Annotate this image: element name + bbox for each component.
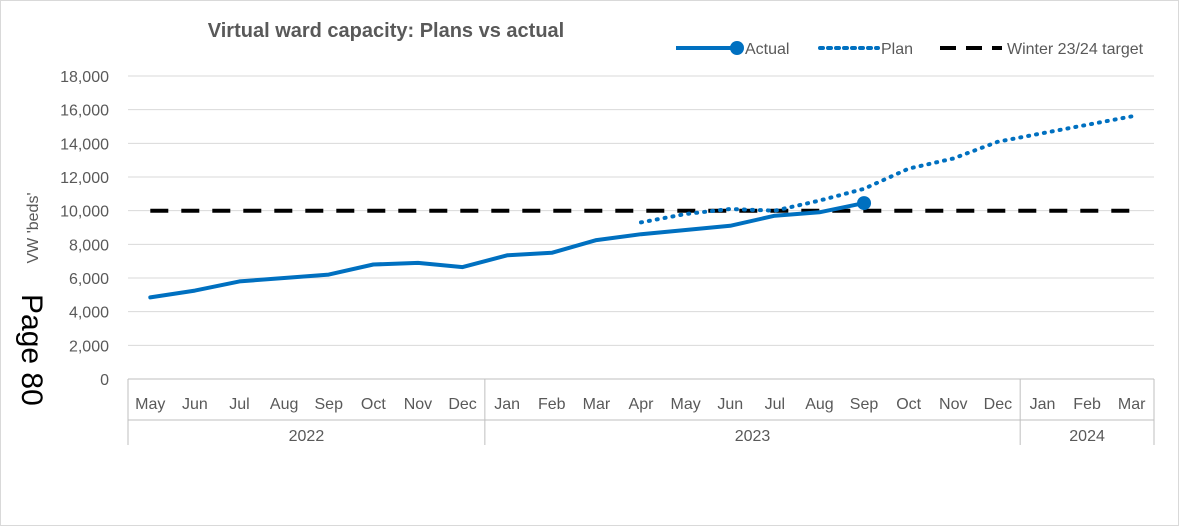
x-tick-label: Jul <box>229 396 249 413</box>
y-tick-label: 16,000 <box>60 103 109 120</box>
x-tick-label: Feb <box>1073 396 1101 413</box>
page-number-label: Page 80 <box>15 294 48 406</box>
legend-actual-marker <box>730 41 744 55</box>
x-tick-label: May <box>135 396 165 413</box>
x-axis: May Jun Jul Aug Sep Oct Nov Dec Jan Feb Mar Apr May J… <box>127 378 1155 445</box>
y-tick-label: 4,000 <box>69 305 109 322</box>
x-tick-label: Feb <box>538 396 566 413</box>
x-tick-label: Sep <box>315 396 344 413</box>
x-tick-label: Nov <box>939 396 967 413</box>
x-tick-label: Jun <box>717 396 743 413</box>
y-tick-label: 10,000 <box>60 204 109 221</box>
legend-label-target: Winter 23/24 target <box>1007 41 1144 58</box>
x-tick-label: Oct <box>896 396 921 413</box>
x-tick-label: Nov <box>404 396 432 413</box>
gridlines <box>128 75 1154 346</box>
legend-item-target: Winter 23/24 target <box>940 41 1144 58</box>
series-line-plan <box>639 114 1134 225</box>
x-tick-label: Jan <box>494 396 520 413</box>
x-tick-label: May <box>670 396 700 413</box>
actual-end-marker <box>857 196 872 211</box>
x-tick-label: Aug <box>805 396 833 413</box>
x-tick-label: Oct <box>361 396 386 413</box>
y-tick-label: 8,000 <box>69 237 109 254</box>
legend-item-actual: Actual <box>676 41 789 58</box>
x-tick-label: Apr <box>629 396 655 413</box>
y-tick-label: 12,000 <box>60 170 109 187</box>
x-group-label: 2023 <box>735 428 771 445</box>
y-tick-label: 2,000 <box>69 338 109 355</box>
y-tick-label: 0 <box>100 372 109 389</box>
series-layer <box>148 114 1134 300</box>
x-tick-label: Mar <box>1118 396 1146 413</box>
x-tick-label: Jan <box>1030 396 1056 413</box>
x-tick-label: Mar <box>583 396 611 413</box>
legend-item-plan: Plan <box>818 41 913 58</box>
series-line-actual <box>148 201 866 300</box>
x-tick-label: Jun <box>182 396 208 413</box>
y-tick-label: 14,000 <box>60 136 109 153</box>
x-tick-label: Aug <box>270 396 298 413</box>
y-tick-label: 18,000 <box>60 69 109 86</box>
x-tick-label: Sep <box>850 396 879 413</box>
x-tick-label: Dec <box>448 396 476 413</box>
chart-title: Virtual ward capacity: Plans vs actual <box>208 20 564 42</box>
legend: Actual Plan Winter 23/24 target <box>676 41 1144 58</box>
y-axis-tick-labels: 0 2,000 4,000 6,000 8,000 10,000 12,000 14,000 1… <box>60 69 109 389</box>
x-group-label: 2024 <box>1069 428 1105 445</box>
legend-label-plan: Plan <box>881 41 913 58</box>
x-tick-label: Dec <box>984 396 1012 413</box>
x-group-label: 2022 <box>289 428 325 445</box>
legend-label-actual: Actual <box>745 41 789 58</box>
y-tick-label: 6,000 <box>69 271 109 288</box>
x-tick-label: Jul <box>765 396 785 413</box>
y-axis-label: VW 'beds' <box>25 192 42 263</box>
